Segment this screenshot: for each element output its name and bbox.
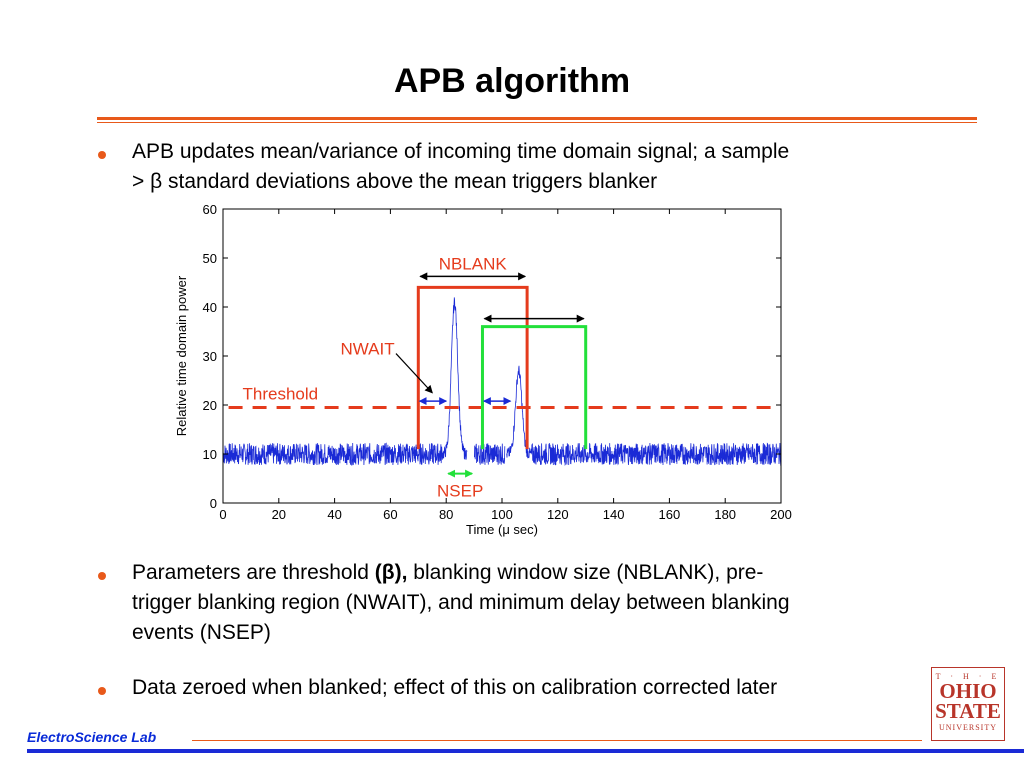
logo-university: UNIVERSITY xyxy=(939,723,997,732)
bullet-3-line-1: Data zeroed when blanked; effect of this… xyxy=(132,676,778,699)
x-tick-label: 40 xyxy=(327,507,341,522)
nblank-label: NBLANK xyxy=(439,254,508,273)
y-axis-label: Relative time domain power xyxy=(174,275,189,436)
bullet-1-line-2: > β standard deviations above the mean t… xyxy=(132,170,658,193)
second-blank-window xyxy=(480,325,588,450)
threshold-label: Threshold xyxy=(243,384,319,403)
y-tick-label: 0 xyxy=(210,496,217,511)
nwait-label: NWAIT xyxy=(340,340,394,359)
nwait-pointer xyxy=(395,353,433,394)
bullet-text-2: Parameters are threshold (β), blanking w… xyxy=(132,558,790,648)
x-tick-label: 180 xyxy=(714,507,736,522)
y-tick-label: 50 xyxy=(203,251,217,266)
title-rule-thin xyxy=(97,122,977,123)
bullet-1-line-1: APB updates mean/variance of incoming ti… xyxy=(132,140,790,163)
y-tick-label: 20 xyxy=(203,398,217,413)
bullet-2-line-2: trigger blanking region (NWAIT), and min… xyxy=(132,591,790,614)
bullet-2-pre: Parameters are threshold xyxy=(132,561,375,584)
footer-lab-name: ElectroScience Lab xyxy=(27,729,157,745)
nblank-window xyxy=(416,285,529,450)
x-tick-label: 120 xyxy=(547,507,569,522)
bullet-2-line-3: events (NSEP) xyxy=(132,621,271,644)
x-tick-label: 100 xyxy=(491,507,513,522)
title-rule xyxy=(97,117,977,120)
x-tick-label: 80 xyxy=(439,507,453,522)
footer-rule-blue xyxy=(27,749,1024,753)
x-tick-label: 60 xyxy=(383,507,397,522)
signal-trace xyxy=(222,297,782,466)
ohio-state-logo: T · H · E OHIO STATE UNIVERSITY xyxy=(931,667,1005,741)
nsep-label: NSEP xyxy=(437,482,483,501)
bullet-dot xyxy=(98,151,106,159)
y-tick-label: 30 xyxy=(203,349,217,364)
apb-chart: 0 20 40 60 80 100 120 140 160 180 200 0 10 20 30 40 50 60… xyxy=(174,202,792,537)
bullet-text-1: APB updates mean/variance of incoming ti… xyxy=(132,137,789,197)
y-tick-label: 10 xyxy=(203,447,217,462)
logo-state: STATE xyxy=(935,699,1001,723)
y-tick-label: 40 xyxy=(203,300,217,315)
x-axis-label: Time (μ sec) xyxy=(466,522,538,537)
page-title: APB algorithm xyxy=(393,62,631,100)
bullet-dot xyxy=(98,572,106,580)
bullet-2-beta: (β), xyxy=(374,561,408,584)
x-tick-label: 0 xyxy=(219,507,226,522)
bullet-dot xyxy=(98,687,106,695)
logo-the: T · H · E xyxy=(935,672,1001,681)
footer-rule-orange xyxy=(192,740,922,741)
logo-ohio: OHIO xyxy=(939,679,997,703)
x-tick-label: 160 xyxy=(659,507,681,522)
y-tick-label: 60 xyxy=(203,202,217,217)
x-tick-label: 20 xyxy=(272,507,286,522)
bullet-2-post: blanking window size (NBLANK), pre- xyxy=(407,561,764,584)
x-tick-label: 200 xyxy=(770,507,792,522)
bullet-text-3: Data zeroed when blanked; effect of this… xyxy=(132,673,777,703)
x-tick-label: 140 xyxy=(603,507,625,522)
